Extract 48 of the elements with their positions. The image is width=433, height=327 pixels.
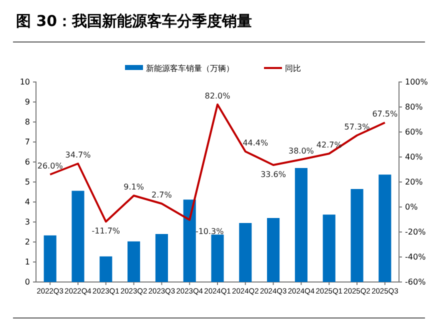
bar bbox=[44, 235, 56, 282]
data-label: 34.7% bbox=[65, 150, 92, 160]
bar bbox=[322, 214, 336, 282]
bar bbox=[72, 190, 84, 282]
data-label: 67.5% bbox=[372, 110, 398, 119]
bar bbox=[350, 189, 364, 282]
y-tick-label: 7 bbox=[24, 138, 30, 147]
bar bbox=[239, 223, 252, 282]
bar bbox=[267, 218, 280, 282]
y-tick-label: 3 bbox=[24, 218, 30, 227]
bar bbox=[378, 174, 392, 282]
data-label: 82.0% bbox=[204, 92, 231, 100]
y2-tick-label: 0% bbox=[405, 202, 418, 212]
data-label: 26.0% bbox=[37, 162, 64, 170]
y-tick-label: 5 bbox=[24, 178, 30, 187]
data-label: 33.6% bbox=[260, 170, 286, 179]
data-label: -11.7% bbox=[92, 226, 120, 236]
y-tick-label: 4 bbox=[24, 198, 30, 207]
y-tick-label: 8 bbox=[24, 118, 30, 127]
data-label: 42.7% bbox=[316, 140, 342, 150]
bar bbox=[155, 234, 168, 282]
y2-tick-label: 20% bbox=[405, 178, 424, 187]
chart-title: 图 30：我国新能源客车分季度销量 bbox=[16, 12, 252, 30]
bar bbox=[294, 168, 308, 282]
data-label: 9.1% bbox=[124, 182, 144, 192]
y-tick-label: 2 bbox=[24, 238, 30, 247]
legend-label: 同比 bbox=[285, 64, 301, 73]
bar bbox=[100, 256, 112, 282]
data-label: 38.0% bbox=[288, 146, 314, 156]
y2-tick-label: 40% bbox=[405, 152, 424, 162]
y2-tick-label: 80% bbox=[405, 102, 424, 112]
y-tick-label: 9 bbox=[24, 98, 30, 107]
y2-tick-label: -40% bbox=[405, 252, 426, 262]
y2-tick-label: 100% bbox=[405, 78, 428, 87]
data-label: 2.7% bbox=[152, 190, 172, 200]
y-tick-label: 6 bbox=[24, 158, 30, 167]
y2-tick-label: -60% bbox=[405, 278, 426, 287]
y-tick-label: 1 bbox=[24, 258, 30, 267]
data-label: 57.3% bbox=[344, 122, 370, 132]
bar bbox=[211, 234, 224, 282]
data-label: 44.4% bbox=[242, 138, 269, 148]
y-tick-label: 0 bbox=[24, 278, 30, 287]
bar bbox=[128, 241, 140, 282]
y2-tick-label: 60% bbox=[405, 128, 424, 137]
legend-label: 新能源客车销量（万辆） bbox=[146, 64, 234, 73]
y2-tick-label: -20% bbox=[405, 228, 426, 237]
y-tick-label: 10 bbox=[20, 78, 30, 87]
bar bbox=[183, 200, 196, 282]
